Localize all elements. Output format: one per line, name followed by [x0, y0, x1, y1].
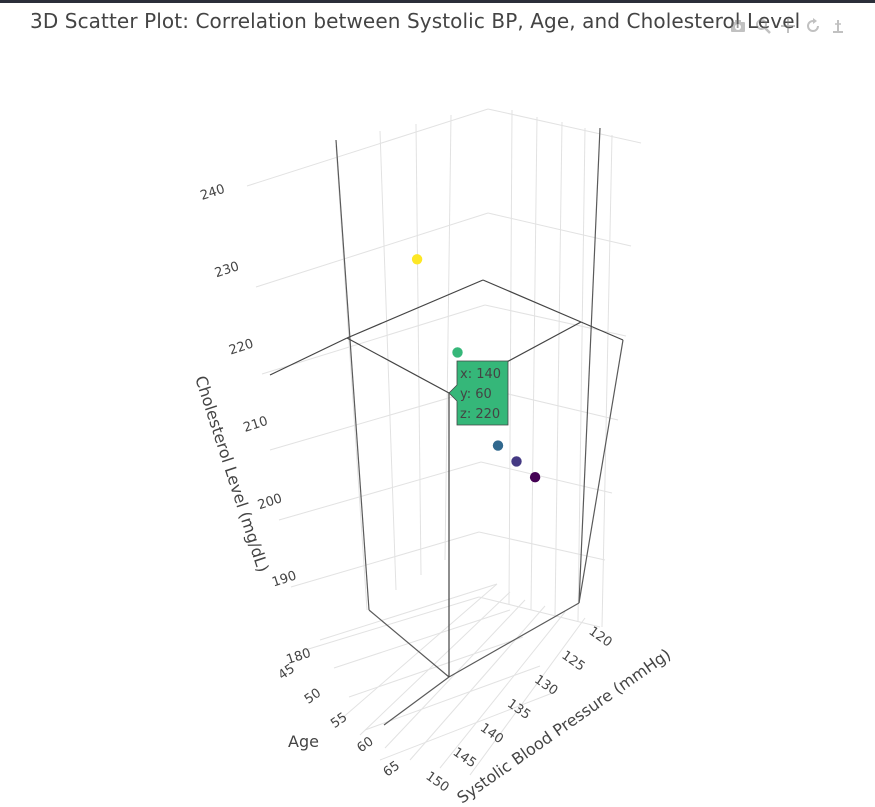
y-tick-label: 60 — [354, 734, 376, 756]
pan-icon[interactable] — [778, 16, 797, 35]
hover-label-x: x: 140 — [460, 367, 501, 382]
camera-icon[interactable] — [728, 16, 747, 35]
x-tick-label: 120 — [586, 624, 615, 651]
x-tick-label: 150 — [423, 769, 452, 796]
data-point[interactable] — [452, 347, 463, 358]
hover-spike-plane — [269, 279, 624, 677]
x-tick-label: 140 — [477, 721, 506, 748]
y-tick-label: 50 — [302, 686, 324, 708]
z-axis-title: Cholesterol Level (mg/dL) — [191, 373, 273, 574]
y-tick-label: 65 — [381, 758, 403, 780]
grid-floor — [319, 583, 586, 776]
data-points[interactable] — [411, 254, 541, 483]
z-tick-label: 210 — [242, 414, 270, 436]
hover-label-y: y: 60 — [460, 387, 492, 402]
grid-wall-age-z — [246, 108, 489, 652]
orbit-icon[interactable] — [803, 16, 822, 35]
home-icon[interactable] — [828, 16, 847, 35]
x-tick-label: 135 — [504, 696, 533, 723]
data-point[interactable] — [492, 440, 504, 451]
data-point[interactable] — [511, 456, 522, 467]
y-axis-title: Age — [288, 732, 319, 751]
grid-wall-bp-z — [478, 108, 642, 628]
data-point[interactable] — [411, 254, 423, 265]
z-tick-label: 180 — [285, 646, 313, 668]
axis-frame — [335, 127, 624, 726]
x-tick-label: 145 — [450, 745, 479, 772]
zoom-icon[interactable] — [753, 16, 772, 35]
z-tick-label: 190 — [270, 569, 298, 591]
data-point[interactable] — [529, 472, 541, 483]
z-tick-label: 240 — [199, 182, 227, 204]
z-axis-ticks: 180 190 200 210 220 230 240 — [199, 182, 313, 668]
z-tick-label: 200 — [256, 491, 284, 513]
top-border — [0, 0, 875, 3]
hover-label-box — [448, 360, 509, 426]
hover-label: x: 140 y: 60 z: 220 — [448, 360, 509, 426]
x-tick-label: 130 — [531, 672, 560, 699]
x-tick-label: 125 — [559, 648, 588, 675]
hover-label-z: z: 220 — [460, 407, 500, 422]
modebar — [728, 16, 847, 35]
chart-title: 3D Scatter Plot: Correlation between Sys… — [30, 9, 801, 33]
z-tick-label: 230 — [213, 259, 241, 281]
z-tick-label: 220 — [227, 337, 255, 359]
